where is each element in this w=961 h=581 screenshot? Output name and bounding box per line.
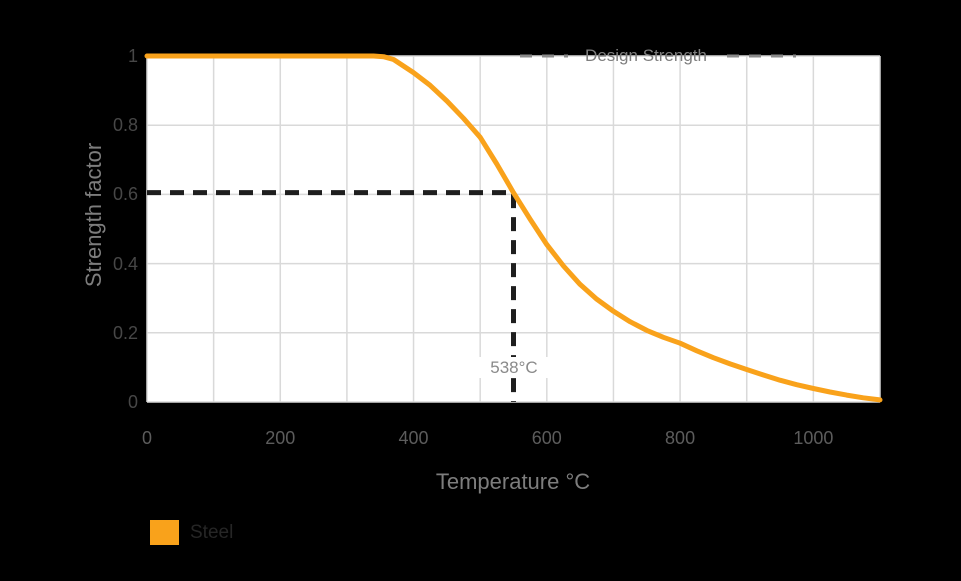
x-axis-title: Temperature °C <box>435 469 591 494</box>
x-tick-label: 600 <box>531 428 562 448</box>
legend: Steel <box>150 520 233 545</box>
y-tick-label: 0.2 <box>112 322 138 343</box>
x-tick-label: 0 <box>141 428 152 448</box>
y-tick-label: 0.6 <box>112 184 138 205</box>
legend-swatch-steel <box>150 520 179 545</box>
crosshair-temperature-label: 538°C <box>469 357 559 378</box>
y-tick-label: 0.4 <box>112 253 138 274</box>
x-tick-label: 400 <box>398 428 429 448</box>
y-tick-label: 0.8 <box>112 115 138 136</box>
crosshair-dashed-line <box>147 190 516 402</box>
x-tick-label: 1000 <box>793 428 834 448</box>
legend-label-steel: Steel <box>190 522 234 543</box>
series-curve-steel <box>144 53 883 403</box>
y-tick-label: 0 <box>127 392 138 412</box>
design-strength-annotation-label: Design Strength <box>585 46 707 65</box>
y-tick-label: 1 <box>127 46 138 66</box>
x-tick-label: 800 <box>665 428 696 448</box>
x-tick-label: 200 <box>265 428 296 448</box>
